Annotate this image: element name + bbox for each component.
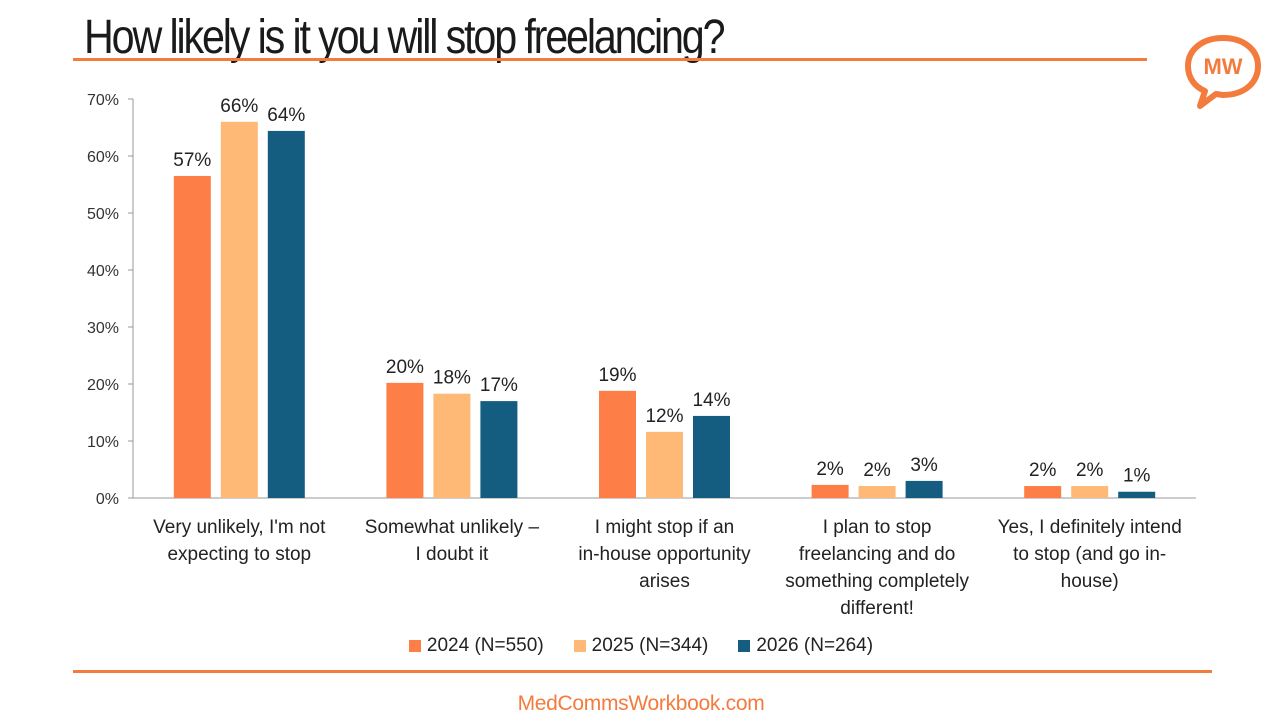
title-underline xyxy=(73,58,1147,61)
bar xyxy=(433,393,471,498)
y-tick-label: 50% xyxy=(87,206,119,223)
legend-item-2024: 2024 (N=550) xyxy=(408,635,544,657)
bar xyxy=(858,486,896,498)
bar-data-label: 2% xyxy=(863,460,891,481)
x-tick-label: in-house opportunity xyxy=(578,544,751,565)
bar xyxy=(646,431,683,498)
logo-text: MW xyxy=(1203,54,1242,79)
bar-data-label: 57% xyxy=(173,150,211,171)
y-tick-label: 0% xyxy=(96,491,119,508)
page-title: How likely is it you will stop freelanci… xyxy=(84,11,726,64)
y-tick-label: 70% xyxy=(87,92,119,109)
bar-data-label: 18% xyxy=(433,368,471,389)
footer-website-link[interactable]: MedCommsWorkbook.com xyxy=(517,692,765,715)
bar-data-label: 17% xyxy=(480,375,518,396)
chart-legend: 2024 (N=550) 2025 (N=344) 2026 (N=264) xyxy=(0,635,1282,657)
bar-data-label: 1% xyxy=(1123,466,1151,487)
x-tick-label: I plan to stop xyxy=(823,517,932,538)
bar-data-label: 20% xyxy=(386,357,424,378)
legend-label-2026: 2026 (N=264) xyxy=(756,635,874,656)
y-axis: 0% 10% 20% 30% 40% 50% 60% 70% xyxy=(87,92,1196,508)
bar xyxy=(1024,486,1062,498)
legend-item-2026: 2026 (N=264) xyxy=(738,635,873,657)
x-tick-label: expecting to stop xyxy=(167,544,311,565)
x-tick-label: something completely xyxy=(785,571,969,592)
bar xyxy=(480,401,518,498)
bar-data-label: 2% xyxy=(816,459,844,480)
x-tick-label: house) xyxy=(1061,571,1119,592)
bar xyxy=(267,130,305,499)
bar-data-label: 12% xyxy=(645,406,683,427)
x-tick-label: to stop (and go in- xyxy=(1013,544,1166,565)
legend-label-2025: 2025 (N=344) xyxy=(591,635,709,656)
bar xyxy=(599,390,636,498)
bar-data-label: 2% xyxy=(1076,460,1104,481)
legend-item-2025: 2025 (N=344) xyxy=(573,635,709,657)
mw-logo-icon: MW xyxy=(1185,35,1261,109)
legend-swatch-2024 xyxy=(408,640,421,652)
x-tick-label: Very unlikely, I'm not xyxy=(153,517,326,538)
bar-data-label: 64% xyxy=(267,105,305,126)
bar xyxy=(220,121,258,499)
legend-label-2024: 2024 (N=550) xyxy=(426,635,544,656)
y-tick-label: 10% xyxy=(87,434,119,451)
y-tick-label: 40% xyxy=(87,263,119,280)
y-tick-label: 20% xyxy=(87,377,119,394)
x-tick-label: I doubt it xyxy=(415,544,489,565)
bar xyxy=(173,175,211,498)
bar xyxy=(386,382,424,498)
y-tick-label: 60% xyxy=(87,149,119,166)
footer-rule xyxy=(73,670,1212,673)
bar-data-label: 66% xyxy=(220,96,258,117)
bars: 57% 66% 64% 20% 18% 17% 19% 12% 14% 2% 2% 3% 2% 2% 1% xyxy=(173,96,1156,499)
bar-data-label: 14% xyxy=(692,390,730,411)
x-tick-label: freelancing and do xyxy=(799,544,955,565)
bar-data-label: 3% xyxy=(910,455,938,476)
bar xyxy=(1118,491,1156,498)
bar-data-label: 19% xyxy=(598,365,636,386)
bar xyxy=(811,484,849,498)
x-tick-label: Somewhat unlikely – xyxy=(365,517,540,538)
legend-swatch-2025 xyxy=(573,640,586,652)
bar xyxy=(1071,486,1109,498)
x-tick-label: I might stop if an xyxy=(595,517,734,538)
x-tick-label: different! xyxy=(840,598,914,619)
legend-swatch-2026 xyxy=(738,640,751,652)
x-tick-label: arises xyxy=(639,571,690,592)
x-axis-labels: Very unlikely, I'm not expecting to stop S… xyxy=(153,517,1182,619)
bar xyxy=(693,415,730,498)
y-tick-label: 30% xyxy=(87,320,119,337)
bar xyxy=(905,480,943,498)
bar-data-label: 2% xyxy=(1029,460,1057,481)
x-tick-label: Yes, I definitely intend xyxy=(998,517,1182,538)
